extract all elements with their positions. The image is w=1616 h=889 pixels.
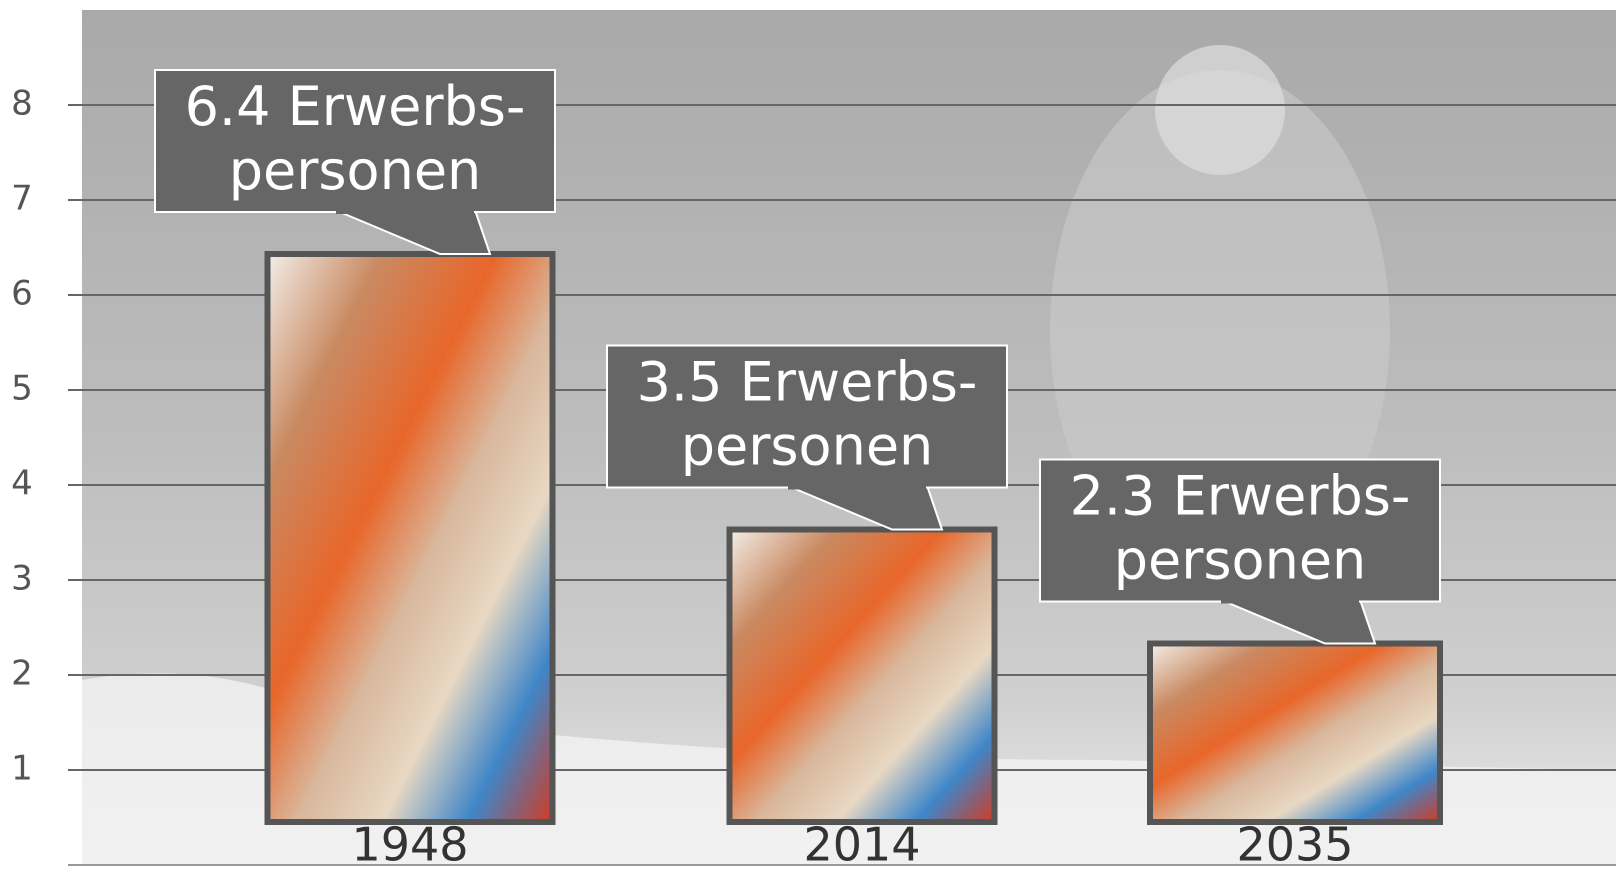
y-tick-label: 1: [11, 749, 33, 789]
callout-joint: [788, 483, 926, 490]
y-tick-label: 8: [11, 84, 33, 124]
y-tick-label: 2: [11, 654, 33, 694]
value-label-line: 2.3 Erwerbs-: [1070, 464, 1411, 527]
y-tick-label: 7: [11, 179, 33, 219]
x-tick-label: 2035: [1236, 818, 1353, 872]
value-label-line: personen: [1114, 528, 1367, 591]
value-label-line: 6.4 Erwerbs-: [185, 75, 526, 138]
value-label-line: personen: [681, 414, 934, 477]
value-label-line: personen: [229, 139, 482, 202]
bar: [264, 251, 556, 825]
x-tick-label: 1948: [351, 818, 468, 872]
callout-joint: [336, 208, 474, 214]
value-label-line: 3.5 Erwerbs-: [637, 350, 978, 413]
y-tick-label: 6: [11, 274, 33, 314]
callout-joint: [1221, 597, 1359, 604]
x-tick-label: 2014: [803, 818, 920, 872]
y-tick-label: 5: [11, 369, 33, 409]
value-label: 3.5 Erwerbs-personen: [637, 350, 978, 477]
background-figure-head: [1155, 45, 1285, 175]
bar: [1147, 640, 1443, 825]
bar: [726, 526, 998, 825]
callout-box: [1039, 458, 1441, 603]
callout-box: [606, 344, 1008, 489]
y-tick-label: 4: [11, 464, 33, 504]
value-label: 6.4 Erwerbs-personen: [185, 75, 526, 202]
value-label: 2.3 Erwerbs-personen: [1070, 464, 1411, 591]
y-tick-label: 3: [11, 559, 33, 599]
callout-box: [154, 69, 556, 213]
